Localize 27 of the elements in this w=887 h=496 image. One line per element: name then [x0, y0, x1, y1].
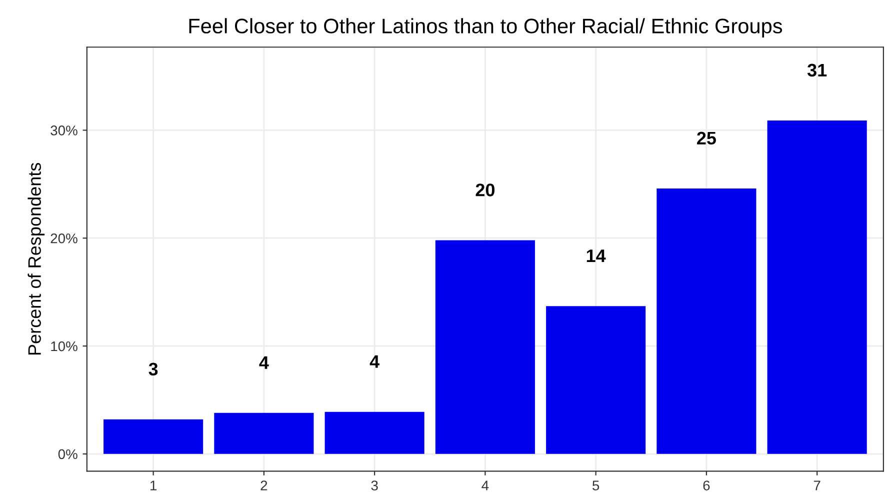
data-label: 31	[807, 64, 827, 77]
bar	[214, 412, 314, 454]
x-tick-label: 1	[150, 480, 156, 490]
data-label: 4	[370, 355, 380, 368]
x-tick-label: 5	[592, 480, 600, 490]
x-tick-label: 7	[814, 480, 820, 490]
bar	[324, 412, 424, 454]
x-tick-label: 2	[260, 480, 268, 490]
y-axis-title: Percent of Respondents	[28, 162, 45, 355]
y-tick-label: 30%	[50, 126, 78, 136]
x-tick-label: 4	[482, 480, 489, 490]
bar	[767, 120, 867, 454]
chart-title: Feel Closer to Other Latinos than to Other Racial/ Ethnic Groups	[189, 18, 782, 38]
bar	[546, 306, 646, 454]
y-tick-label: 0%	[58, 449, 78, 460]
data-label: 4	[259, 356, 269, 369]
y-tick-label: 20%	[50, 233, 78, 244]
data-label: 25	[697, 132, 716, 145]
data-label: 3	[148, 362, 158, 376]
y-tick-label: 10%	[51, 341, 78, 352]
data-label: 20	[476, 184, 494, 196]
bar	[656, 188, 756, 454]
x-tick-label: 3	[371, 480, 378, 490]
bar	[435, 240, 535, 454]
bar	[104, 419, 204, 454]
x-tick-label: 6	[703, 480, 710, 490]
data-label: 14	[586, 250, 606, 262]
